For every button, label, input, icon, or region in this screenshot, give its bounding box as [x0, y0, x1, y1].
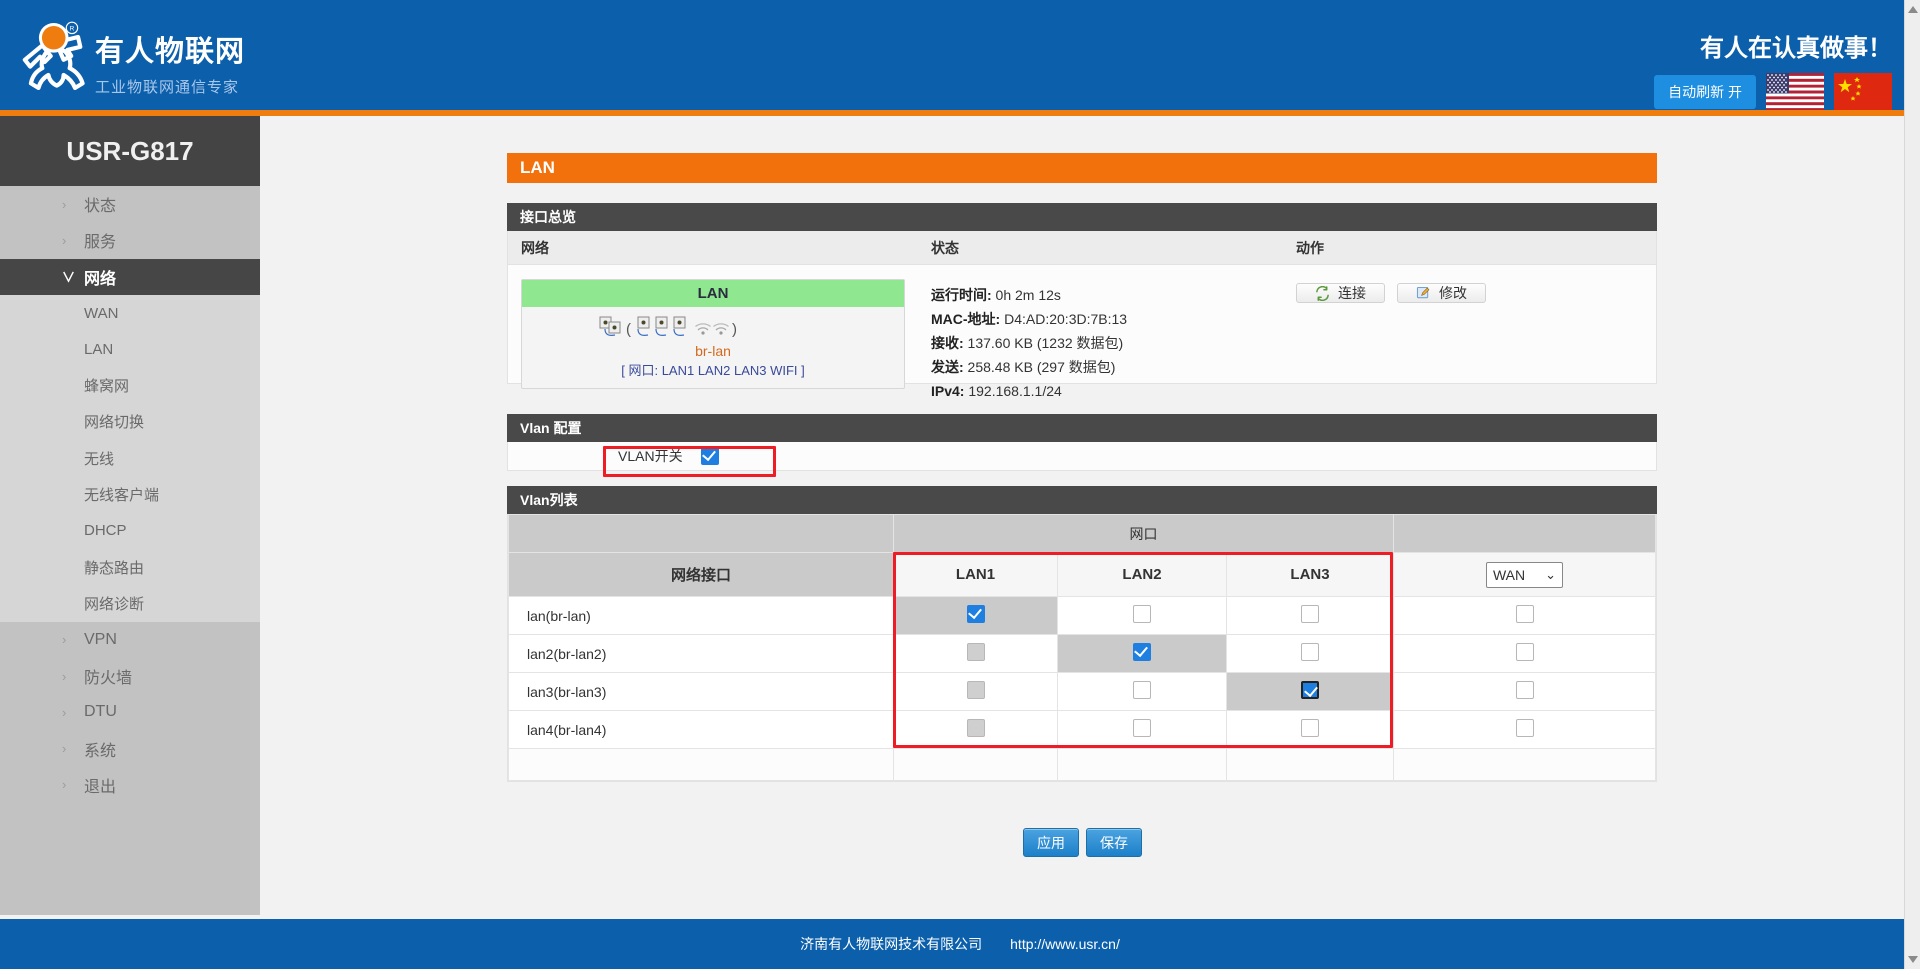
svg-text:): )	[732, 321, 737, 338]
svg-text:R: R	[70, 25, 75, 32]
svg-text:(: (	[626, 321, 631, 338]
